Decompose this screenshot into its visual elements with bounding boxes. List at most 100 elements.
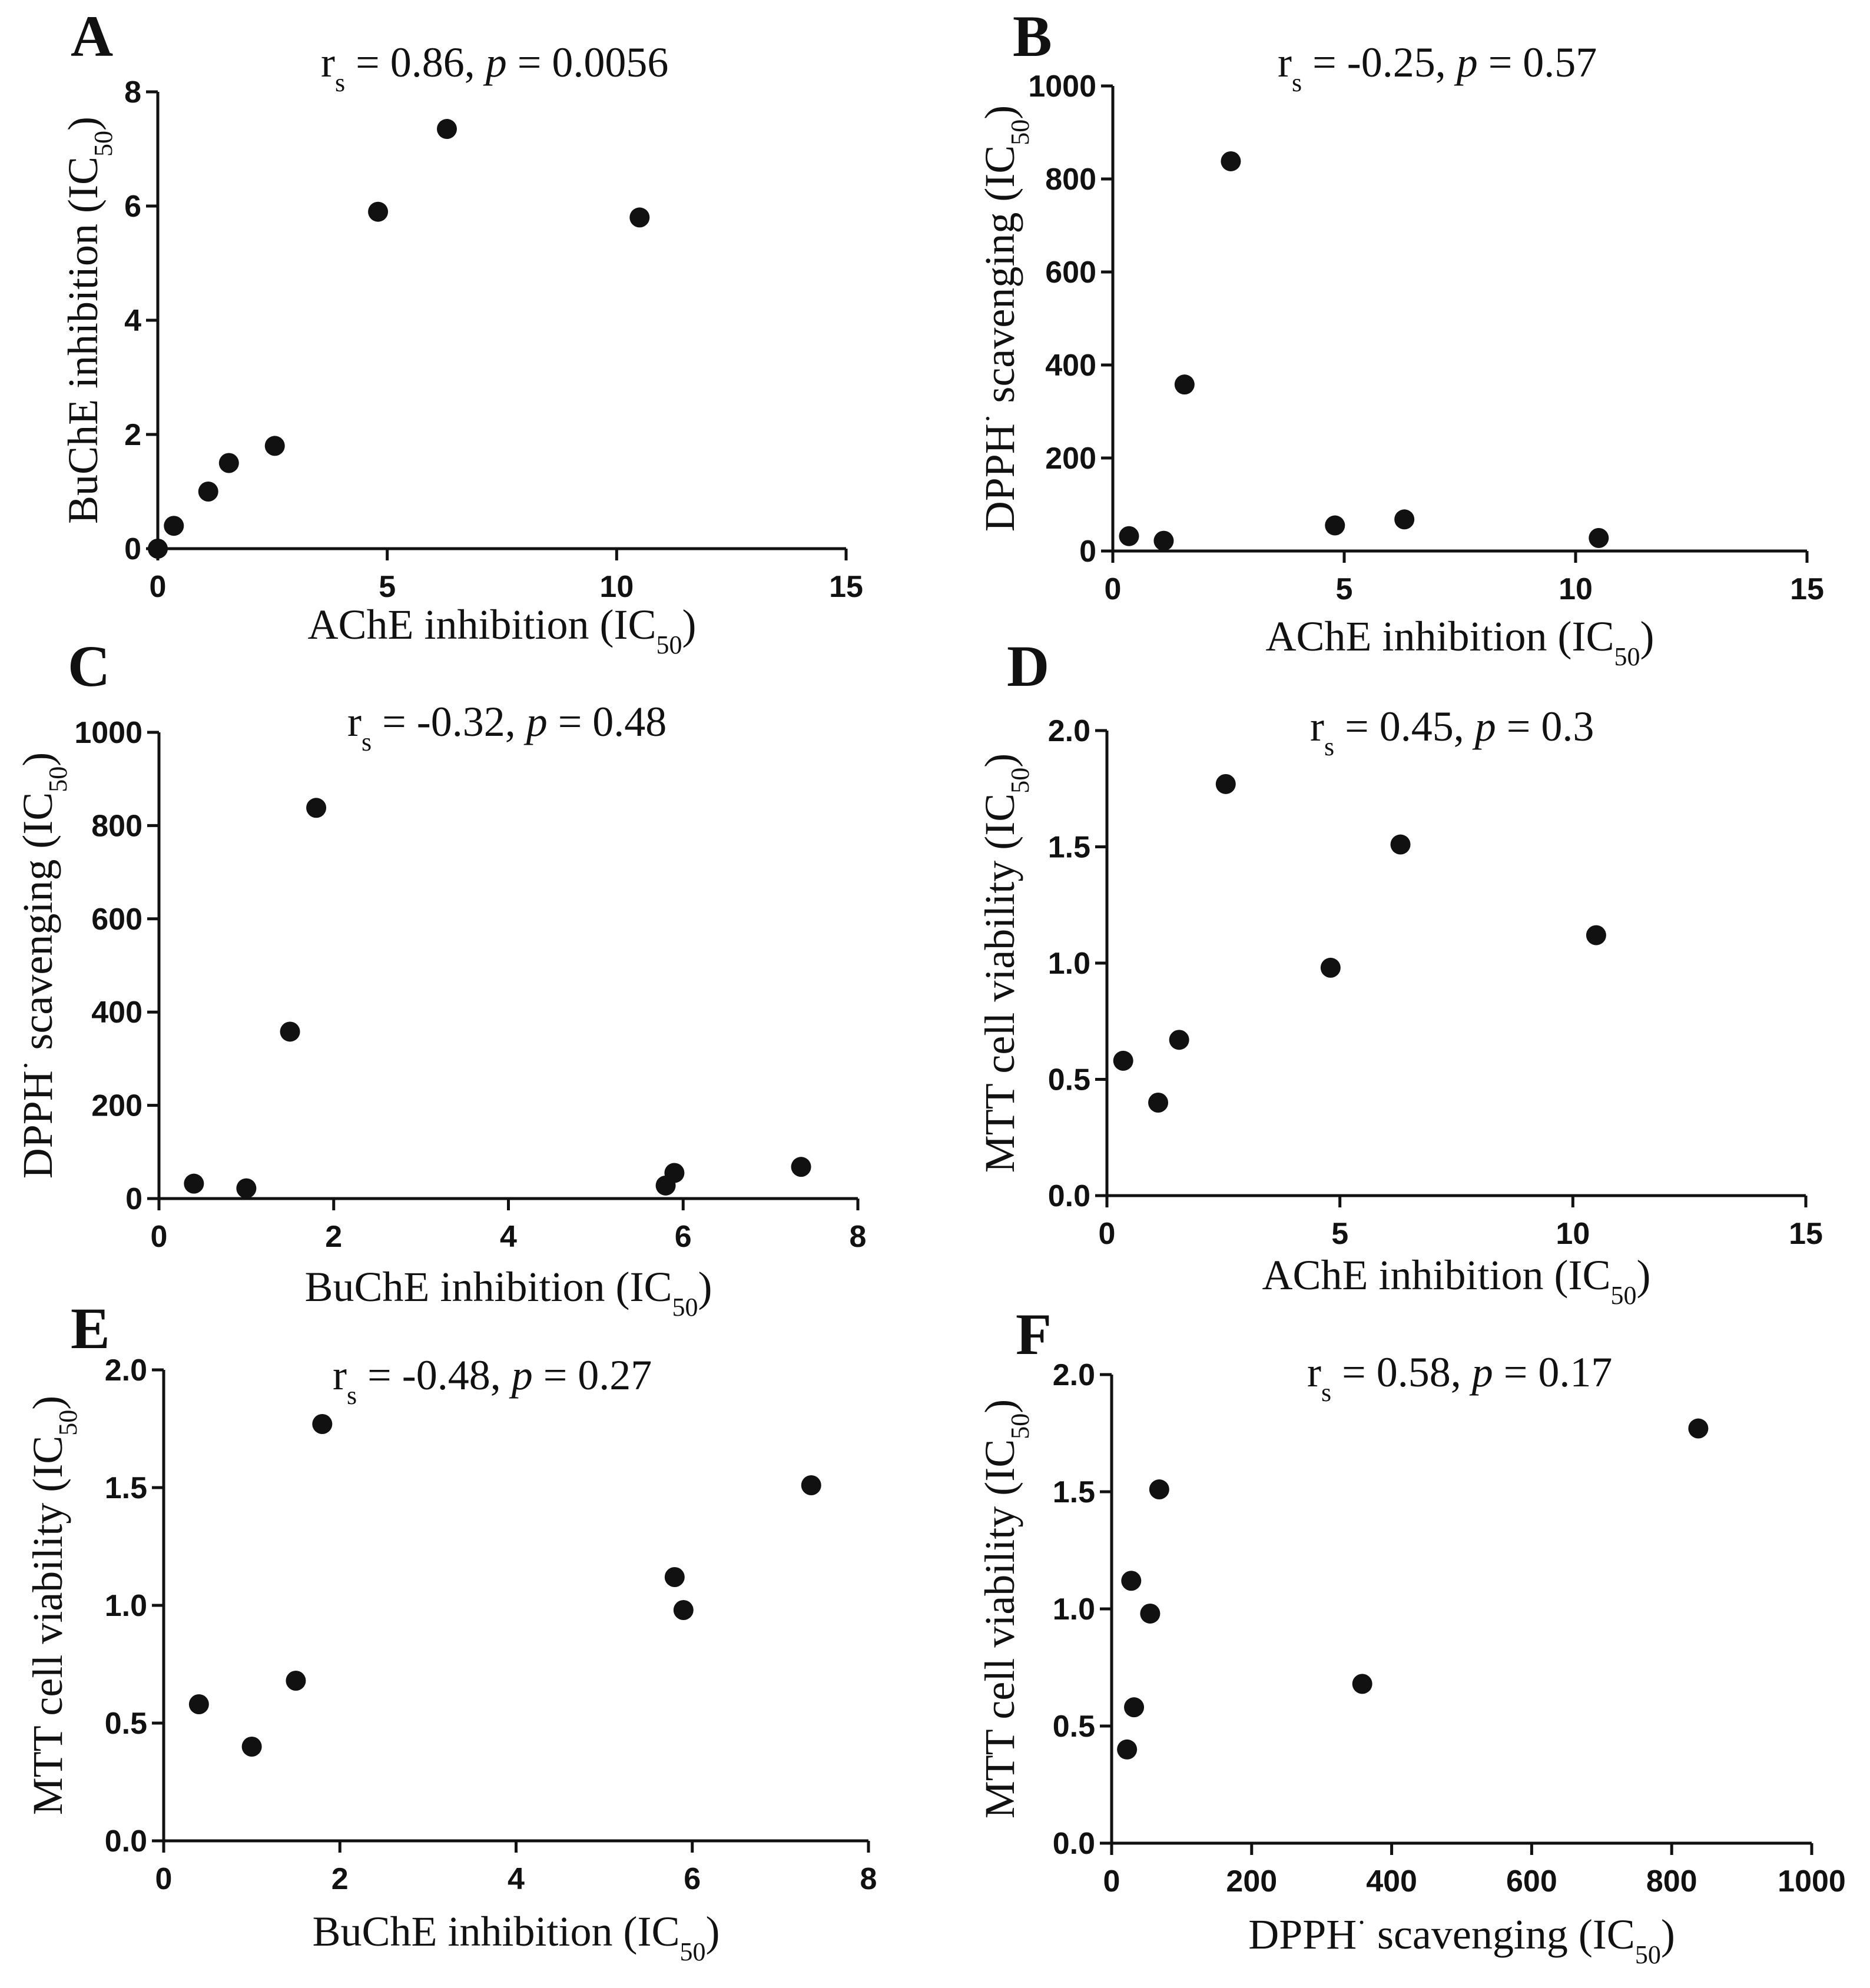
x-tick-label: 600 [1506, 1864, 1557, 1899]
panel-letter: D [1007, 633, 1049, 699]
x-axis-title: AChE inhibition (IC50) [308, 601, 697, 659]
y-tick-label: 800 [1045, 162, 1096, 197]
panel-letter: A [71, 4, 113, 69]
x-tick-label: 4 [500, 1220, 517, 1254]
data-point [148, 539, 168, 559]
panel-letter: E [71, 1296, 110, 1361]
data-point [1174, 374, 1195, 395]
y-tick-label: 1.5 [1048, 831, 1090, 865]
y-tick-label: 0.0 [105, 1824, 147, 1858]
y-tick-label: 2 [124, 418, 141, 452]
y-tick-label: 400 [91, 995, 142, 1030]
correlation-annotation: rs = 0.86, p = 0.0056 [321, 39, 668, 97]
data-point [188, 1694, 209, 1714]
data-point [664, 1567, 685, 1587]
y-tick-label: 600 [91, 902, 142, 937]
data-point [218, 453, 239, 473]
data-point [286, 1671, 306, 1691]
data-point [306, 798, 327, 818]
data-point [673, 1600, 694, 1620]
panel-a: 0 5 10 15 0 2 4 6 8A rs = 0.86, p = 0.0056 AChE in… [59, 4, 863, 659]
x-tick-label: 15 [829, 570, 863, 604]
correlation-annotation: rs = -0.32, p = 0.48 [347, 698, 667, 756]
data-point [184, 1173, 204, 1194]
x-tick-label: 5 [1331, 1217, 1348, 1251]
y-axis-title: MTT cell viability (IC50) [976, 754, 1035, 1173]
y-tick-label: 8 [124, 75, 141, 109]
data-point [264, 436, 285, 456]
y-tick-label: 0.0 [1053, 1827, 1095, 1861]
data-point [236, 1178, 257, 1199]
y-axis-title: BuChE inhibition (IC50) [59, 117, 118, 524]
y-tick-label: 0.5 [1048, 1063, 1090, 1097]
y-axis-title: MTT cell viability (IC50) [976, 1399, 1035, 1819]
x-tick-label: 0 [1099, 1217, 1116, 1251]
correlation-annotation: rs = 0.45, p = 0.3 [1310, 703, 1594, 761]
x-tick-label: 8 [860, 1862, 877, 1896]
y-tick-label: 0 [125, 1182, 142, 1216]
y-tick-label: 1.0 [1053, 1592, 1095, 1627]
x-tick-label: 10 [1556, 1217, 1590, 1251]
x-tick-label: 0 [155, 1862, 173, 1896]
x-tick-label: 0 [150, 570, 167, 604]
y-tick-label: 4 [124, 304, 141, 338]
y-tick-label: 0 [124, 532, 141, 566]
y-tick-label: 2.0 [105, 1353, 147, 1388]
y-tick-label: 200 [91, 1089, 142, 1123]
x-tick-label: 800 [1646, 1864, 1697, 1899]
data-point [1688, 1418, 1709, 1439]
data-point [198, 482, 218, 502]
data-point [629, 207, 650, 228]
data-point [1320, 957, 1341, 978]
data-point [312, 1414, 333, 1434]
data-point [1589, 527, 1609, 548]
panel-c: 0 2 4 6 8 0 200 400 600 800 1000 Crs = -0.32, p = 0… [9, 633, 866, 1322]
x-tick-label: 5 [1336, 572, 1353, 606]
x-tick-label: 10 [1559, 572, 1593, 606]
x-tick-label: 6 [684, 1862, 701, 1896]
data-point [1352, 1674, 1372, 1694]
x-tick-label: 1000 [1778, 1864, 1846, 1899]
y-tick-label: 400 [1045, 349, 1096, 383]
data-point [1113, 1050, 1133, 1071]
data-point [280, 1021, 300, 1042]
y-tick-label: 1.5 [105, 1471, 147, 1505]
y-axis-title: MTT cell viability (IC50) [24, 1396, 82, 1816]
data-point [241, 1737, 262, 1757]
y-tick-label: 600 [1045, 255, 1096, 290]
y-axis-title: DPPH· scavenging (IC50) [9, 752, 72, 1179]
x-axis-title: DPPH· scavenging (IC50) [1248, 1906, 1675, 1969]
data-point [164, 516, 184, 536]
y-tick-label: 0.5 [1053, 1710, 1095, 1744]
data-point [1325, 515, 1345, 536]
data-point [1149, 1479, 1169, 1500]
data-point [1221, 151, 1241, 171]
correlation-annotation: rs = -0.48, p = 0.27 [333, 1352, 652, 1410]
x-tick-label: 200 [1226, 1864, 1277, 1899]
data-point [1169, 1030, 1189, 1050]
y-tick-label: 1.5 [1053, 1475, 1095, 1509]
data-point [1119, 526, 1139, 546]
data-point [1124, 1697, 1145, 1718]
x-tick-label: 8 [850, 1220, 867, 1254]
data-point [1148, 1093, 1169, 1113]
y-tick-label: 1000 [1028, 69, 1096, 104]
y-tick-label: 0 [1079, 535, 1096, 569]
x-axis-title: BuChE inhibition (IC50) [312, 1908, 720, 1966]
data-point [1394, 509, 1415, 530]
data-point [1215, 774, 1236, 794]
data-point [1586, 925, 1606, 945]
y-tick-label: 0.5 [105, 1707, 147, 1741]
y-tick-label: 1000 [74, 716, 142, 750]
x-tick-label: 4 [508, 1862, 525, 1896]
data-point [664, 1163, 685, 1183]
data-point [1121, 1571, 1142, 1591]
panel-letter: F [1016, 1302, 1052, 1367]
x-tick-label: 400 [1366, 1864, 1417, 1899]
correlation-annotation: rs = -0.25, p = 0.57 [1278, 39, 1597, 97]
y-axis-title: DPPH· scavenging (IC50) [971, 105, 1035, 532]
panel-d: 0 5 10 15 0.0 0.5 1.0 1.5 2.0 Drs = 0.45, p = 0.3… [976, 633, 1823, 1310]
